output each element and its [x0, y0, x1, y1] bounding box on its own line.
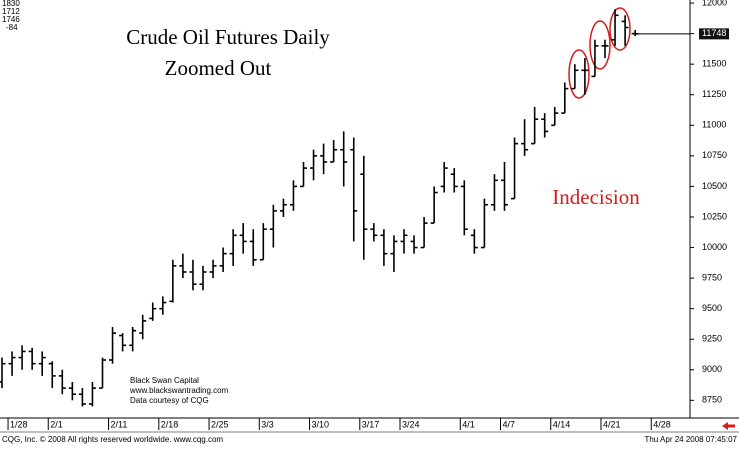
x-tick-label: 4/28	[653, 419, 671, 429]
x-tick-label: 3/24	[402, 419, 420, 429]
y-tick-label: 11000	[702, 120, 726, 130]
y-tick-label: 12000	[702, 0, 727, 7]
chart-subtitle: Zoomed Out	[165, 56, 272, 80]
x-tick-label: 2/1	[50, 419, 63, 429]
chart-title: Crude Oil Futures Daily	[126, 25, 330, 49]
quote: 1712	[2, 7, 20, 16]
y-tick-label: 8750	[702, 395, 722, 405]
x-tick-label: 4/21	[603, 419, 621, 429]
last-price-box	[699, 28, 729, 40]
highlight-ellipse	[609, 7, 631, 51]
y-tick-label: 10500	[702, 181, 727, 191]
x-tick-label: 3/17	[362, 419, 380, 429]
x-tick-label: 4/14	[553, 419, 571, 429]
quote: 1746	[2, 15, 20, 24]
x-tick-label: 1/28	[10, 419, 28, 429]
y-tick-label: 11250	[702, 89, 726, 99]
footer-right: Thu Apr 24 2008 07:45:07	[644, 435, 737, 444]
y-tick-label: 10750	[702, 150, 727, 160]
highlight-ellipse	[568, 49, 590, 99]
y-tick-label: 11500	[702, 59, 726, 69]
x-tick-label: 3/10	[312, 419, 330, 429]
arrow-icon	[722, 422, 735, 430]
last-price-label: 11748	[702, 28, 726, 38]
y-tick-label: 9000	[702, 364, 722, 374]
y-tick-label: 10250	[702, 211, 727, 221]
quote: -84	[6, 23, 18, 32]
x-tick-label: 2/11	[111, 419, 128, 429]
x-tick-label: 2/25	[211, 419, 229, 429]
y-tick-label: 9500	[702, 303, 722, 313]
footer-left: CQG, Inc. © 2008 All rights reserved wor…	[2, 435, 223, 444]
y-tick-label: 9750	[702, 272, 722, 282]
annotation: Indecision	[552, 185, 640, 209]
credit: www.blackswantrading.com	[129, 386, 229, 395]
quote: 1830	[2, 0, 20, 8]
x-tick-label: 4/7	[503, 419, 516, 429]
credit: Data courtesy of CQG	[130, 396, 209, 405]
y-tick-label: 10000	[702, 242, 727, 252]
highlight-ellipse	[589, 20, 611, 70]
x-tick-label: 2/18	[161, 419, 179, 429]
y-tick-label: 9250	[702, 334, 722, 344]
x-tick-label: 4/1	[462, 419, 475, 429]
x-tick-label: 3/3	[261, 419, 274, 429]
credit: Black Swan Capital	[130, 376, 199, 385]
